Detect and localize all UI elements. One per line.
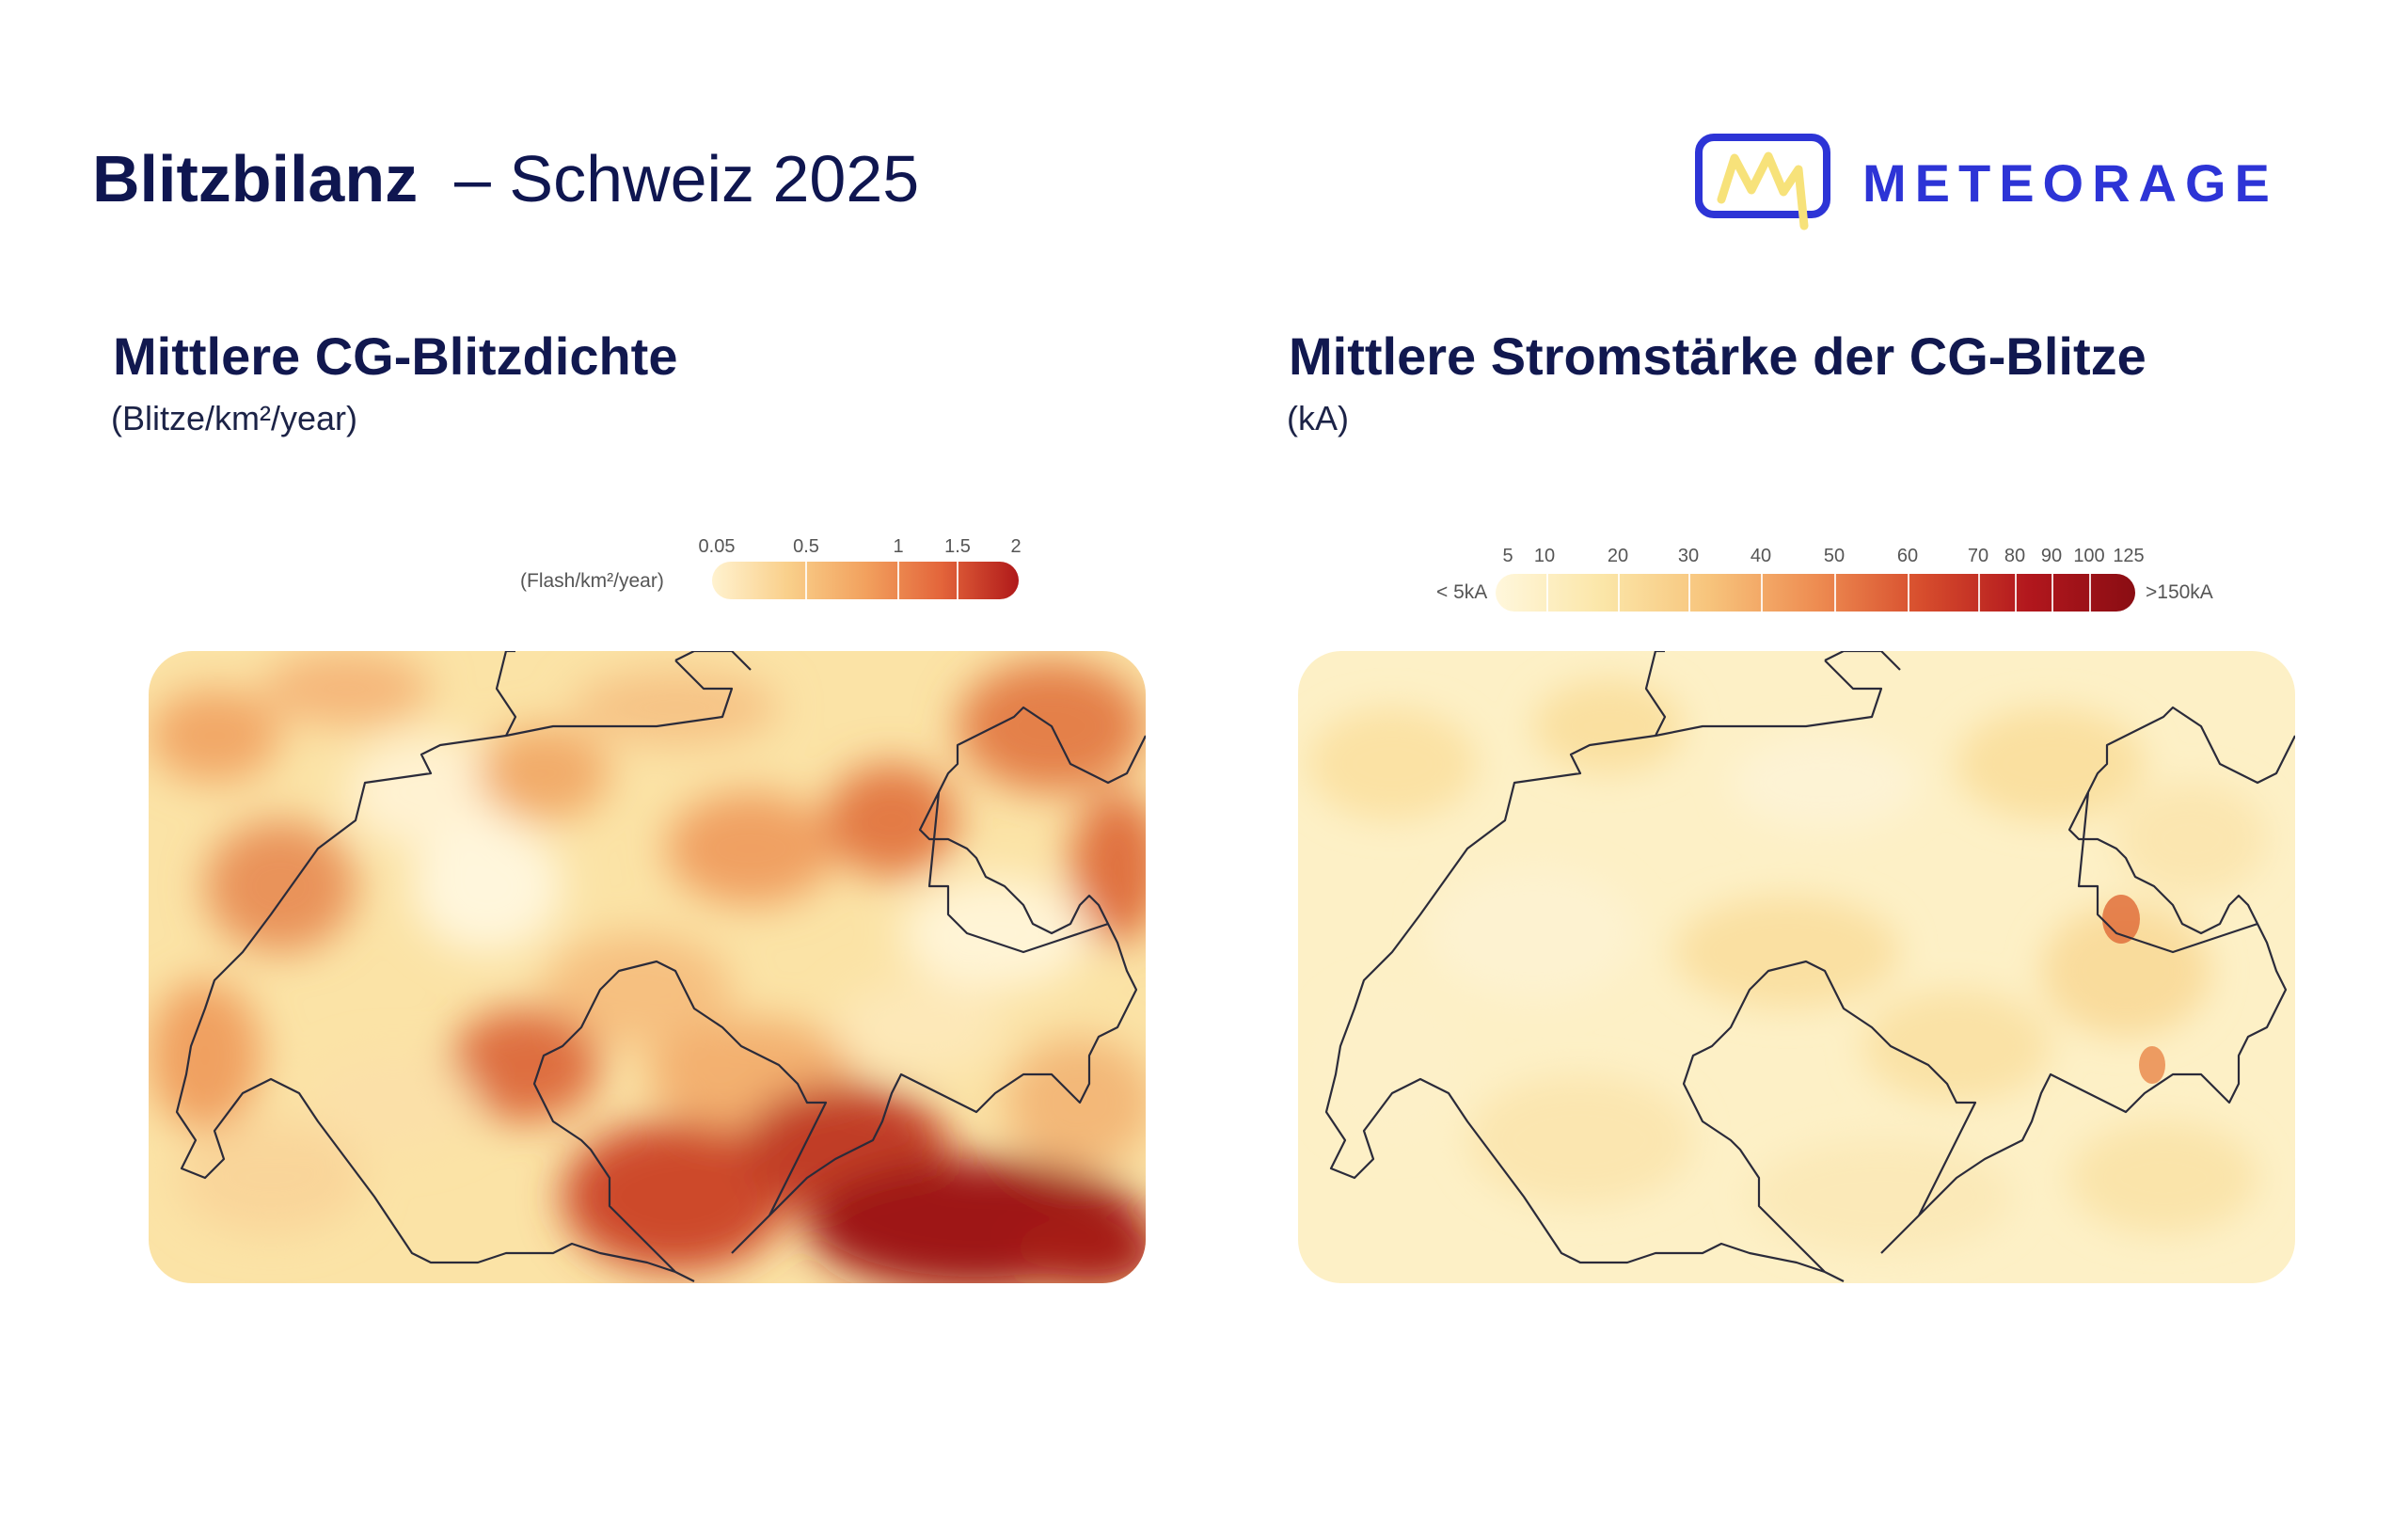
- current-tick: 125: [2113, 546, 2145, 566]
- current-tick: 60: [1896, 546, 1919, 566]
- current-tick: 5: [1502, 546, 1513, 566]
- density-title: Mittlere CG-Blitzdichte: [113, 326, 678, 386]
- current-tick: 10: [1533, 546, 1556, 566]
- page-title: Blitzbilanz – Schweiz 2025: [92, 139, 919, 218]
- color-bar-separator: [2052, 574, 2053, 612]
- current-color-bar: [1496, 574, 2135, 612]
- switzerland-border: [1324, 651, 2295, 1282]
- density-legend-unit: (Flash/km²/year): [520, 570, 664, 592]
- lightning-m-logo-icon: [1695, 134, 1830, 230]
- current-title: Mittlere Stromstärke der CG-Blitze: [1289, 326, 2147, 386]
- current-legend-low: < 5kA: [1436, 581, 1488, 603]
- current-map: [1298, 651, 2295, 1283]
- density-tick: 2: [1010, 536, 1022, 557]
- current-tick: 30: [1677, 546, 1700, 566]
- switzerland-border: [175, 651, 1146, 1282]
- current-tick: 50: [1823, 546, 1846, 566]
- meteorage-logo: METEORAGE: [1693, 132, 2270, 254]
- density-heat-field: [149, 651, 1146, 1283]
- current-tick: 20: [1607, 546, 1629, 566]
- color-bar-separator: [1834, 574, 1836, 612]
- current-tick: 70: [1967, 546, 1989, 566]
- current-tick: 90: [2040, 546, 2063, 566]
- current-heat-field: [1307, 679, 2267, 1253]
- color-bar-separator: [1688, 574, 1690, 612]
- color-bar-separator: [957, 562, 958, 599]
- current-tick: 40: [1750, 546, 1772, 566]
- color-bar-separator: [1908, 574, 1909, 612]
- density-panel: Mittlere CG-Blitzdichte (Blitze/km²/year…: [0, 0, 1146, 1525]
- current-tick: 80: [2004, 546, 2026, 566]
- logo-text: METEORAGE: [1862, 153, 2278, 213]
- color-bar-separator: [1978, 574, 1980, 612]
- page-title-bold: Blitzbilanz: [92, 142, 419, 215]
- color-bar-separator: [1546, 574, 1548, 612]
- current-tick: 100: [2073, 546, 2105, 566]
- current-subtitle: (kA): [1287, 399, 1349, 437]
- density-tick: 1: [893, 536, 904, 557]
- density-tick: 1.5: [944, 536, 971, 557]
- color-bar-separator: [1761, 574, 1763, 612]
- current-hotspot: [2102, 895, 2140, 944]
- color-bar-separator: [2089, 574, 2091, 612]
- current-hotspot: [2139, 1046, 2165, 1084]
- density-subtitle: (Blitze/km²/year): [111, 399, 358, 437]
- density-map: [149, 651, 1146, 1283]
- color-bar-separator: [897, 562, 899, 599]
- density-tick: 0.5: [793, 536, 819, 557]
- current-panel: Mittlere Stromstärke der CG-Blitze (kA) …: [1176, 0, 2305, 1525]
- color-bar-separator: [2015, 574, 2017, 612]
- page-title-rest: – Schweiz 2025: [454, 142, 920, 215]
- density-tick: 0.05: [698, 536, 736, 557]
- current-legend-high: >150kA: [2146, 581, 2213, 603]
- density-color-bar: [712, 562, 1019, 599]
- color-bar-separator: [805, 562, 807, 599]
- color-bar-separator: [1618, 574, 1620, 612]
